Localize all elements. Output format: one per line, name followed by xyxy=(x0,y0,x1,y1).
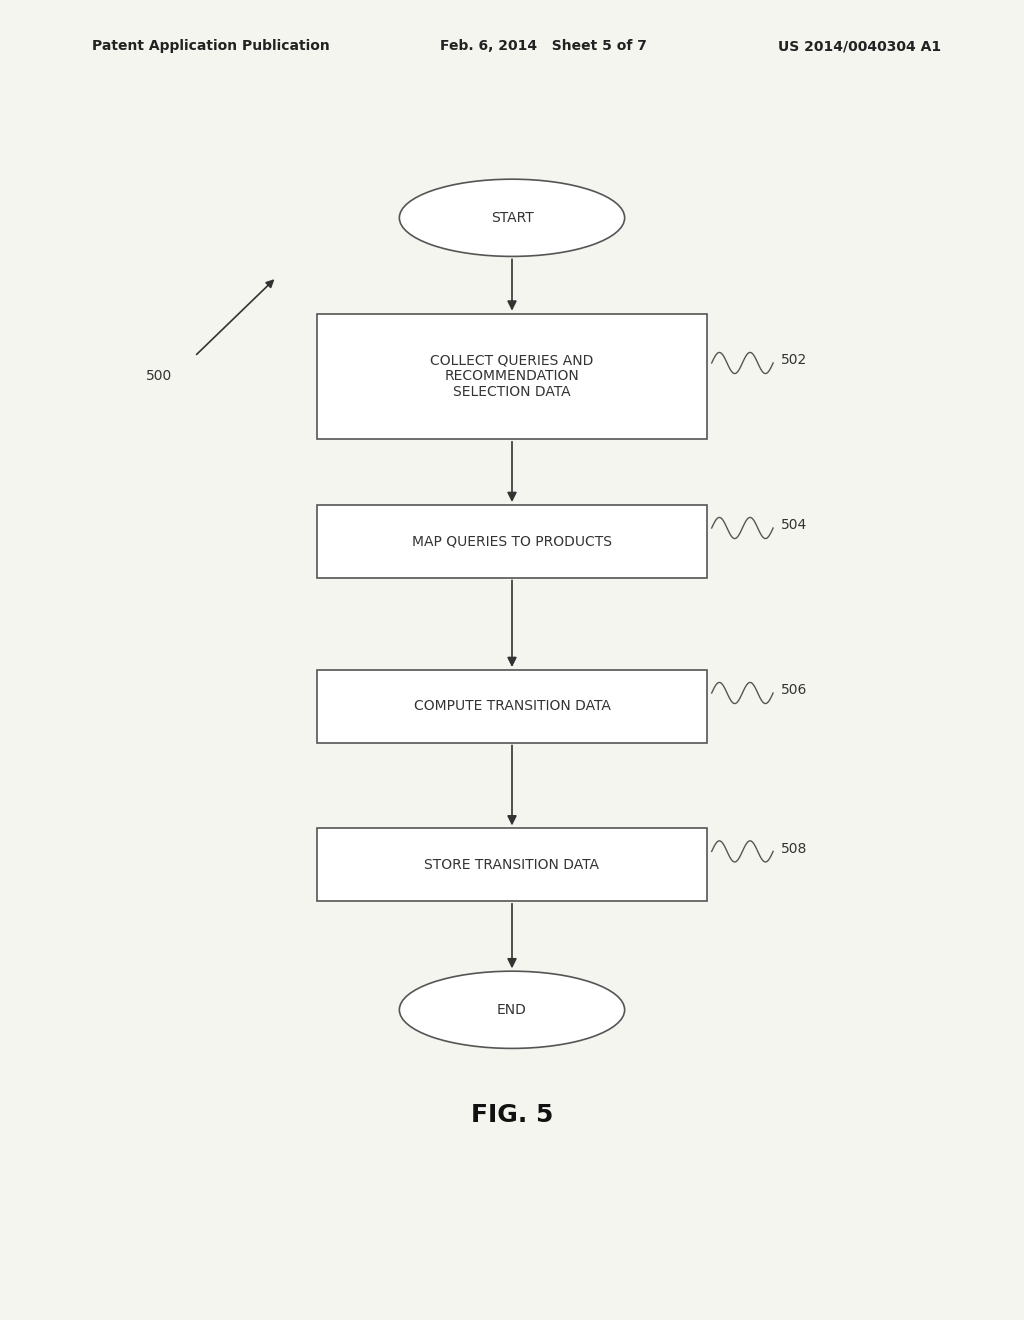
Ellipse shape xyxy=(399,180,625,256)
Ellipse shape xyxy=(399,972,625,1048)
Text: 508: 508 xyxy=(781,842,808,855)
Text: START: START xyxy=(490,211,534,224)
Text: COMPUTE TRANSITION DATA: COMPUTE TRANSITION DATA xyxy=(414,700,610,713)
Text: US 2014/0040304 A1: US 2014/0040304 A1 xyxy=(778,40,941,53)
Text: END: END xyxy=(497,1003,527,1016)
Text: 500: 500 xyxy=(145,370,172,383)
Text: 504: 504 xyxy=(781,519,808,532)
Text: COLLECT QUERIES AND
RECOMMENDATION
SELECTION DATA: COLLECT QUERIES AND RECOMMENDATION SELEC… xyxy=(430,352,594,400)
FancyBboxPatch shape xyxy=(317,504,707,578)
Text: 502: 502 xyxy=(781,354,808,367)
Text: MAP QUERIES TO PRODUCTS: MAP QUERIES TO PRODUCTS xyxy=(412,535,612,548)
Text: STORE TRANSITION DATA: STORE TRANSITION DATA xyxy=(425,858,599,871)
Text: Feb. 6, 2014   Sheet 5 of 7: Feb. 6, 2014 Sheet 5 of 7 xyxy=(440,40,647,53)
FancyBboxPatch shape xyxy=(317,829,707,902)
Text: 506: 506 xyxy=(781,684,808,697)
FancyBboxPatch shape xyxy=(317,314,707,438)
Text: Patent Application Publication: Patent Application Publication xyxy=(92,40,330,53)
FancyBboxPatch shape xyxy=(317,671,707,742)
Text: FIG. 5: FIG. 5 xyxy=(471,1104,553,1127)
